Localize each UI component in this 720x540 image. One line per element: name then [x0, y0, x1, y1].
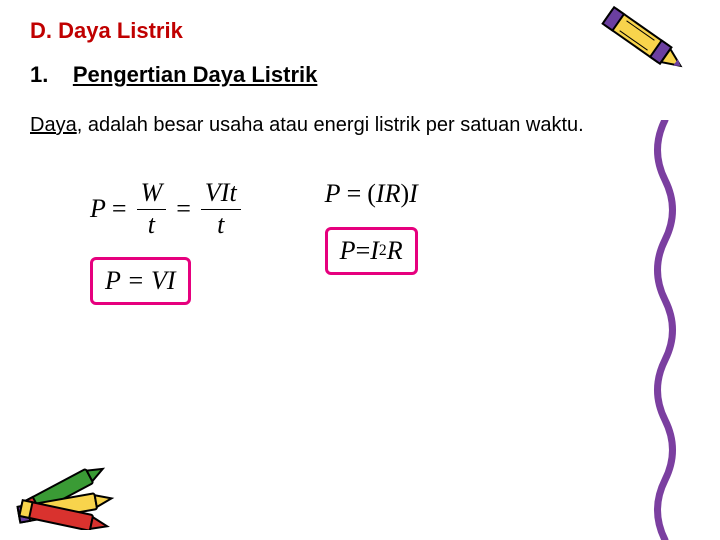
fraction-w-t: W t — [137, 179, 167, 239]
formula-right-top: P = ( IR ) I — [325, 179, 418, 209]
var-p-2: P — [325, 179, 341, 209]
var-w: W — [137, 179, 167, 208]
subsection-label: Pengertian Daya Listrik — [73, 62, 318, 87]
squiggle-icon — [645, 120, 685, 540]
sup-2: 2 — [379, 242, 387, 260]
eq-sign-4: = — [356, 236, 371, 266]
definition-rest: , adalah besar usaha atau energi listrik… — [77, 114, 584, 136]
subsection-number: 1. — [30, 62, 48, 87]
formula-col-left: P = W t = VIt t P = VI — [90, 179, 245, 305]
crayons-bottom-icon — [8, 410, 158, 530]
var-i: I — [409, 179, 418, 209]
paren-open: ( — [367, 179, 376, 209]
var-p: P — [90, 194, 106, 224]
var-t-2: t — [213, 211, 228, 240]
boxed-pvi: P = VI — [105, 266, 176, 296]
var-t: t — [144, 211, 159, 240]
formula-row: P = W t = VIt t P = VI P — [90, 179, 690, 305]
crayon-top-icon — [580, 0, 700, 90]
paren-close: ) — [400, 179, 409, 209]
eq-sign: = — [112, 194, 127, 224]
formula-col-right: P = ( IR ) I P = I2R — [325, 179, 418, 275]
var-vit: VIt — [201, 179, 241, 208]
formula-right-box: P = I2R — [325, 227, 418, 275]
formula-left-box: P = VI — [90, 257, 191, 305]
daya-word: Daya — [30, 114, 77, 136]
var-ir: IR — [376, 179, 401, 209]
fraction-vit-t: VIt t — [201, 179, 241, 239]
definition-text: Daya, adalah besar usaha atau energi lis… — [30, 112, 590, 139]
var-r: R — [387, 236, 403, 266]
formula-left-top: P = W t = VIt t — [90, 179, 245, 239]
var-i-2: I — [370, 236, 379, 266]
eq-sign-3: = — [347, 179, 362, 209]
var-p-3: P — [340, 236, 356, 266]
eq-sign-2: = — [176, 194, 191, 224]
